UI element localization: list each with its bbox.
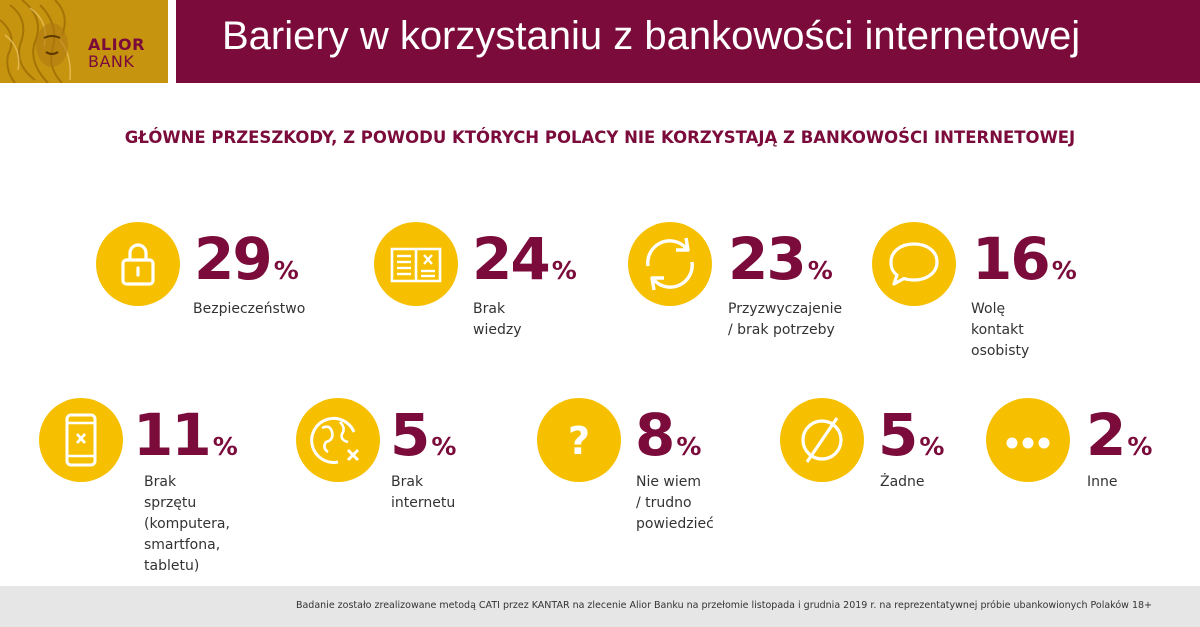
book-cross-icon [390,247,442,283]
footer-bar: Badanie zostało zrealizowane metodą CATI… [0,586,1200,627]
value-number: 16 [972,225,1051,293]
icon-circle [986,398,1070,482]
stat-label: Inne [1087,474,1118,490]
stat-label: Przyzwyczajenie / brak potrzeby [728,301,843,338]
phone-cross-icon [65,413,97,467]
logo-divider [168,0,176,83]
percent-sign: % [273,256,299,285]
value-number: 23 [728,225,807,293]
stat-value: 5% [878,406,944,464]
stat-value: 5% [390,406,456,464]
header-bar: ALIOR BANK Bariery w korzystaniu z banko… [0,0,1200,83]
percent-sign: % [212,432,238,461]
percent-sign: % [807,256,833,285]
stat-label: Brak sprzętu (komputera, smartfona, tabl… [144,474,230,574]
stat-label: Żadne [880,474,925,490]
percent-sign: % [676,432,702,461]
question-mark-icon: ? [568,419,590,463]
svg-text:?: ? [568,419,590,463]
percent-sign: % [431,432,457,461]
stat-value: 8% [635,406,701,464]
chart-subtitle: GŁÓWNE PRZESZKODY, Z POWODU KTÓRYCH POLA… [124,128,1076,147]
icon-circle [628,222,712,306]
icon-circle [96,222,180,306]
icon-circle [39,398,123,482]
icon-circle [872,222,956,306]
stat-label: Brak wiedzy [473,301,522,338]
icon-circle: ? [537,398,621,482]
percent-sign: % [1127,432,1153,461]
stat-value: 29% [194,230,299,288]
value-number: 5 [390,401,430,469]
value-number: 5 [878,401,918,469]
stat-label: Bezpieczeństwo [193,301,306,317]
value-number: 8 [635,401,675,469]
percent-sign: % [551,256,577,285]
value-number: 11 [133,401,212,469]
value-number: 2 [1086,401,1126,469]
stat-label: Brak internetu [391,474,456,511]
stat-value: 2% [1086,406,1152,464]
stat-label: Wolę kontakt osobisty [971,301,1030,359]
ellipsis-icon [1006,437,1050,449]
icon-circle [296,398,380,482]
empty-set-icon [801,417,843,463]
stat-value: 24% [472,230,577,288]
refresh-arrows-icon [646,237,694,291]
speech-bubble-icon [889,242,939,286]
globe-cross-icon [310,416,360,464]
stat-value: 23% [728,230,833,288]
stat-label: Nie wiem / trudno powiedzieć [636,474,714,532]
icon-circle [780,398,864,482]
logo-text-alior: ALIOR [88,35,145,54]
stat-value: 11% [133,406,238,464]
percent-sign: % [919,432,945,461]
survey-footnote: Badanie zostało zrealizowane metodą CATI… [295,600,1152,611]
stat-value: 16% [972,230,1077,288]
alior-bank-logo[interactable]: ALIOR BANK [0,0,168,83]
icon-circle [374,222,458,306]
logo-text-bank: BANK [88,52,135,71]
lion-head-icon [0,0,72,83]
value-number: 29 [194,225,273,293]
page-title: Bariery w korzystaniu z bankowości inter… [222,14,1081,58]
padlock-icon [121,243,155,286]
percent-sign: % [1051,256,1077,285]
value-number: 24 [472,225,551,293]
